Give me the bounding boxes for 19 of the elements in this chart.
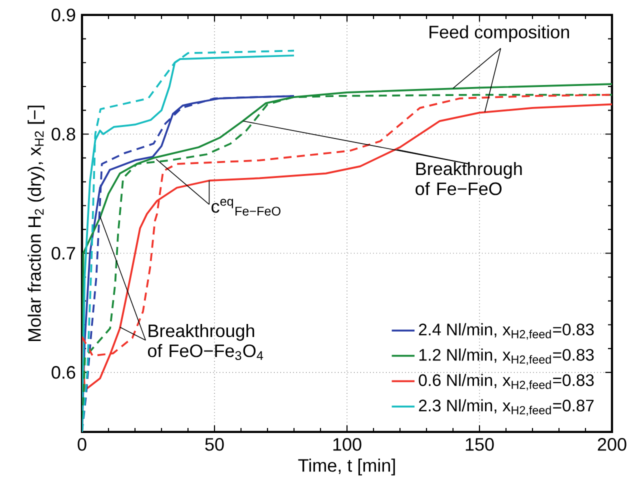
y-tick-label: 0.7 xyxy=(52,246,76,260)
legend-label: 2.4 Nl/min, x$_{H2,feed}$=0.83 xyxy=(418,323,594,340)
y-tick-label: 0.8 xyxy=(52,128,76,140)
legend-label: 0.6 Nl/min, x$_{H2,feed}$=0.83 xyxy=(418,374,594,390)
legend-label: 1.2 Nl/min, x$_{H2,feed}$=0.83 xyxy=(419,348,594,366)
y-axis-title: Molar fraction H$_{2}$ (dry), x$_{H2}$ [−] xyxy=(28,106,44,341)
annotation: Feed composition xyxy=(430,25,569,42)
x-tick-label: 0 xyxy=(78,438,86,451)
annotation: Breakthrough of FeO−Fe$_{3}$O$_{4}$ xyxy=(148,324,264,360)
legend-label: 2.3 Nl/min, x$_{H2,feed}$=0.87 xyxy=(418,399,594,416)
annotation: Breakthrough of Fe−FeO xyxy=(416,162,522,196)
x-tick-label: 50 xyxy=(205,438,224,451)
y-tick-label: 0.6 xyxy=(52,366,76,379)
y-tick-label: 0.9 xyxy=(52,8,76,22)
x-tick-label: 200 xyxy=(598,438,626,451)
x-axis-title: Time, t [min] xyxy=(298,458,395,476)
x-tick-label: 100 xyxy=(333,438,362,451)
x-tick-label: 150 xyxy=(466,438,494,451)
annotation: c$^{eq}$Fe−FeO xyxy=(212,198,280,216)
